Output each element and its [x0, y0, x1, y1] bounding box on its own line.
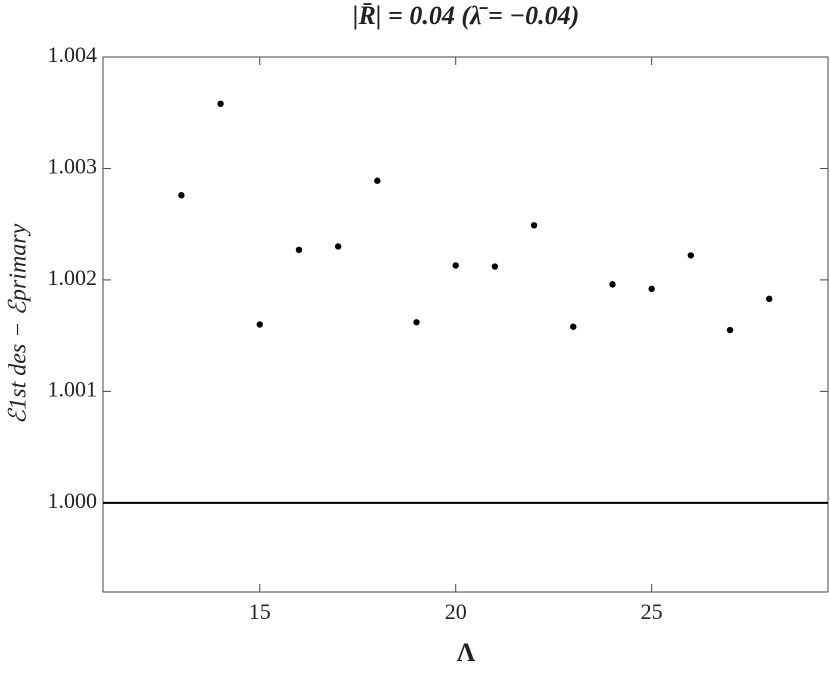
- point: [648, 285, 655, 293]
- point: [256, 321, 263, 328]
- x-tick-label: 15: [249, 599, 271, 624]
- x-tick-label: 20: [445, 599, 467, 624]
- point: [491, 263, 499, 270]
- point: [374, 177, 381, 184]
- point: [726, 326, 734, 334]
- point: [334, 243, 342, 250]
- x-tick-label: 25: [641, 599, 663, 624]
- point: [766, 295, 773, 303]
- y-tick-label: 1.003: [48, 154, 98, 179]
- y-tick-label: 1.002: [48, 265, 98, 290]
- point: [530, 222, 538, 229]
- point: [570, 323, 577, 330]
- y-tick-label: 1.001: [48, 376, 98, 401]
- point: [687, 252, 695, 259]
- point: [178, 192, 185, 199]
- plot-frame: [102, 56, 829, 593]
- point: [217, 100, 224, 108]
- point: [609, 281, 616, 288]
- point: [295, 246, 303, 254]
- chart-title: |R̄| = 0.04 (λ̄ = −0.04): [353, 1, 580, 30]
- y-tick-label: 1.004: [48, 42, 98, 67]
- point: [452, 262, 459, 269]
- y-axis-label: ℰ1st des − ℰprimary: [6, 223, 32, 424]
- x-axis-label: Λ: [457, 638, 476, 667]
- y-tick-label: 1.000: [48, 488, 98, 513]
- point: [413, 319, 420, 326]
